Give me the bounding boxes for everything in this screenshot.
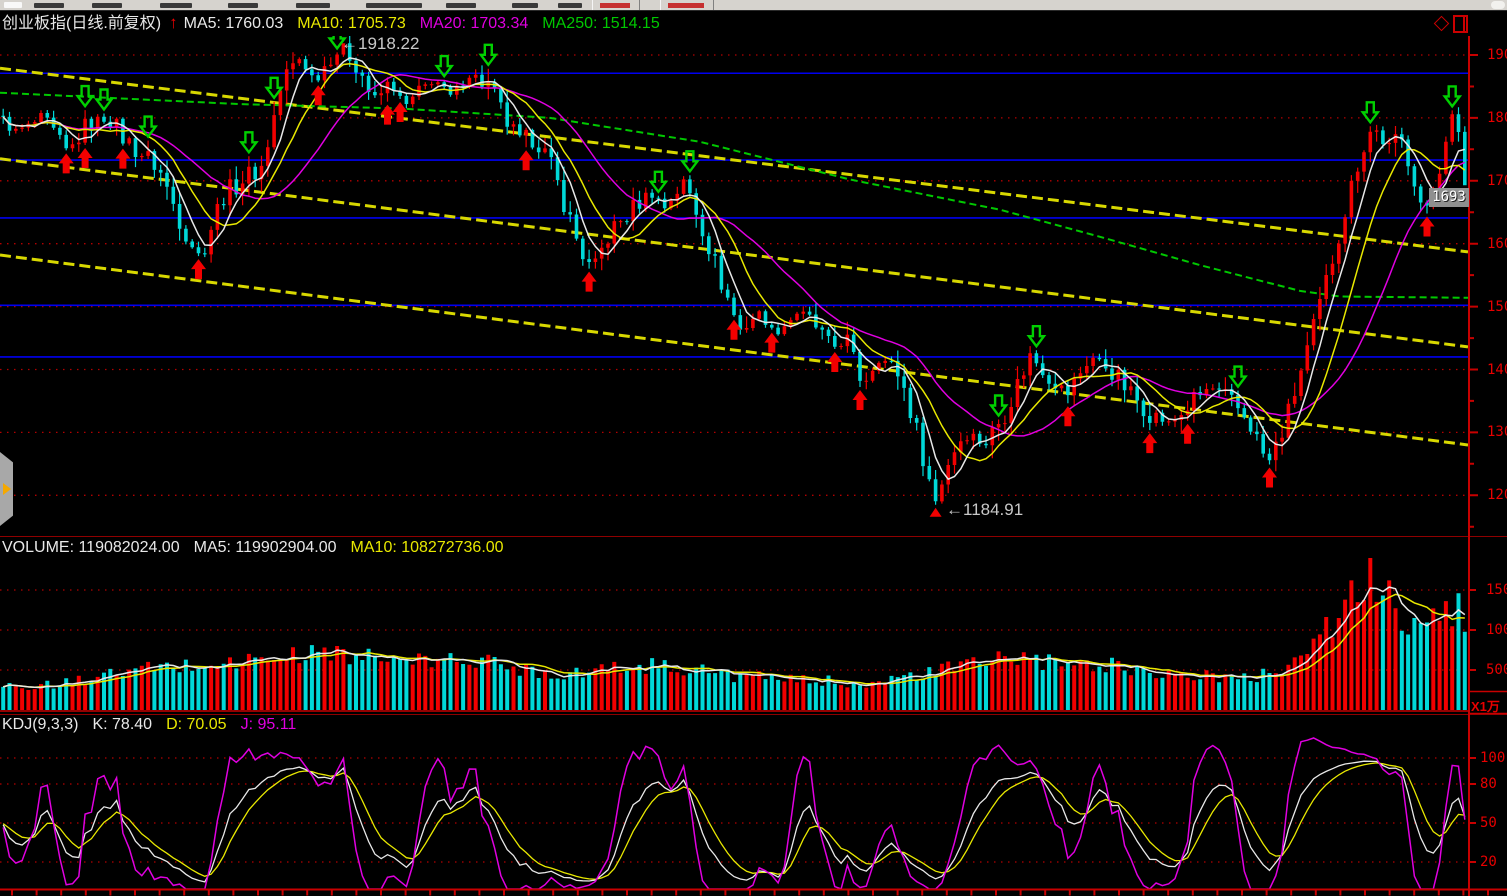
pane-corner-controls (1433, 15, 1474, 33)
up-volume-bars (13, 558, 1455, 710)
volume-unit-label: X1万 (1471, 699, 1500, 714)
kdj-title: KDJ(9,3,3) (2, 716, 79, 733)
low-price-annotation: ←1184.91 (946, 500, 1024, 519)
menu-item-stub[interactable] (512, 3, 538, 8)
ma20-value: MA20: 1703.34 (419, 15, 529, 32)
menu-item-stub[interactable] (92, 3, 122, 8)
volume-ma10-value: MA10: 108272736.00 (350, 539, 504, 556)
price-gridlines (0, 54, 1468, 496)
kdj-j-value: J: 95.11 (240, 716, 297, 733)
menu-item-stub[interactable] (558, 3, 582, 8)
y-axis-label: 15000 (1486, 582, 1507, 598)
ma5-value: MA5: 1760.03 (183, 15, 284, 32)
y-axis-label: 20 (1480, 854, 1497, 870)
diamond-icon[interactable] (1433, 15, 1450, 32)
kdj-d-line (2, 762, 1465, 880)
ma10-value: MA10: 1705.73 (297, 15, 406, 32)
kdj-d-value: D: 70.05 (166, 716, 227, 733)
y-axis-label: 1300 (1487, 424, 1507, 441)
toolbar-button-red[interactable] (660, 0, 714, 10)
ma250-line (0, 91, 1468, 299)
toolbar-button-red[interactable] (592, 0, 640, 10)
last-price-tag: 1693 (1429, 188, 1469, 207)
volume-gridlines (0, 589, 1468, 671)
volume-header: VOLUME: 119082024.00 MA5: 119902904.00 MA1… (2, 536, 504, 560)
kdj-k-value: K: 78.40 (92, 716, 153, 733)
y-axis-label: 1800 (1487, 109, 1507, 126)
down-volume-bars (1, 593, 1467, 710)
main-price-pane (0, 36, 1468, 517)
menu-item-stub[interactable] (296, 3, 330, 8)
ma5-line (2, 57, 1465, 481)
menu-item-stub[interactable] (366, 3, 422, 8)
y-axis-label: 1700 (1487, 172, 1507, 189)
y-axis-label: 1500 (1487, 298, 1507, 315)
high-price-annotation: ←1918.22 (341, 34, 420, 53)
volume-value: VOLUME: 119082024.00 (2, 539, 180, 556)
kdj-pane (0, 737, 1468, 890)
up-trend-arrow-icon: ↑ (169, 13, 178, 32)
yellow-trendline (0, 66, 1468, 254)
menu-bar-end-cap (1491, 1, 1505, 9)
menu-bar (0, 0, 1507, 11)
menu-item-stub[interactable] (228, 3, 258, 8)
ma20-line (2, 73, 1466, 437)
menu-item-stub[interactable] (34, 3, 64, 8)
y-axis-label: 50 (1480, 815, 1497, 831)
y-axis-label: 1600 (1487, 235, 1507, 252)
volume-ma5-value: MA5: 119902904.00 (193, 539, 337, 556)
ma250-value: MA250: 1514.15 (542, 15, 660, 32)
y-axis-label: 100 (1480, 750, 1506, 766)
chart-frame (0, 36, 1507, 896)
y-axis-label: 1400 (1487, 361, 1507, 378)
yellow-trendline (0, 253, 1468, 447)
yellow-trendline (0, 157, 1468, 349)
kdj-k-line (2, 760, 1466, 883)
sell-signal-arrows (75, 36, 1463, 418)
kdj-header: KDJ(9,3,3) K: 78.40 D: 70.05 J: 95.11 (2, 713, 296, 737)
main-chart-header: 创业板指(日线.前复权) ↑ MA5: 1760.03 MA10: 1705.73 MA… (2, 11, 660, 35)
volume-pane (0, 558, 1468, 710)
menu-item-stub[interactable] (160, 3, 192, 8)
ma10-line (2, 62, 1466, 462)
y-axis-label: 1900 (1487, 47, 1507, 63)
sidebar-expand-handle[interactable] (0, 452, 13, 526)
instrument-title: 创业板指(日线.前复权) (2, 15, 162, 32)
expand-arrow-icon (3, 483, 11, 495)
volume-ma5-line (2, 586, 1466, 689)
y-axis-label: 1200 (1487, 487, 1507, 504)
volume-ma10-line (2, 593, 1465, 689)
axis-ticks (11, 54, 1489, 896)
y-axis-label: 80 (1480, 776, 1497, 792)
y-axis-label: 5000 (1486, 662, 1507, 678)
menu-item-stub[interactable] (446, 3, 476, 8)
buy-signal-arrows (58, 85, 1435, 488)
low-point-marker (929, 507, 942, 517)
up-candle-bodies (14, 43, 1454, 502)
y-axis-label: 10000 (1486, 622, 1507, 638)
window-icon[interactable] (1453, 15, 1468, 33)
menu-item-stub[interactable] (4, 2, 22, 8)
